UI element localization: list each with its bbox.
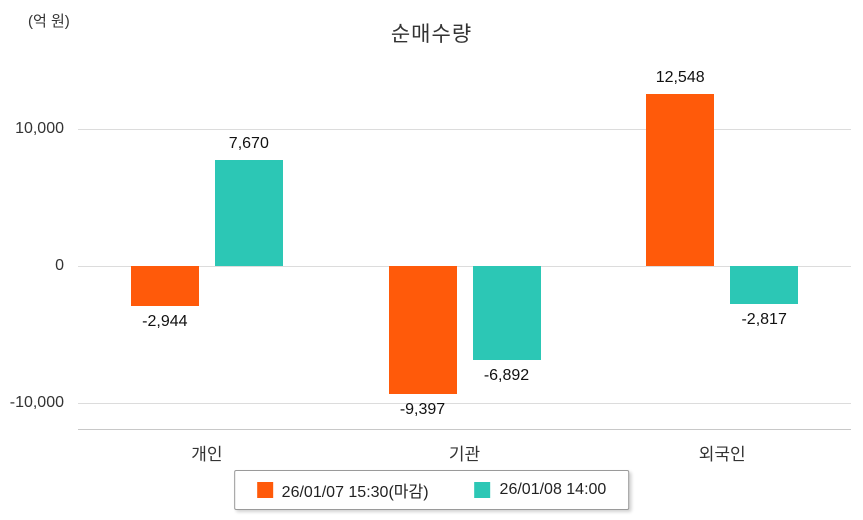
bar-외국인-series2 — [730, 265, 799, 305]
y-tick-label: 0 — [55, 256, 64, 274]
bar-개인-series1 — [130, 265, 199, 306]
legend-label-series1: 26/01/07 15:30(마감) — [281, 484, 429, 501]
value-label: -6,892 — [483, 367, 530, 384]
category-label-institution: 기관 — [448, 445, 481, 464]
value-label: -2,944 — [142, 312, 188, 330]
category-label-foreigner: 외국인 — [698, 445, 746, 464]
value-label: -2,817 — [741, 311, 787, 329]
bar-외국인-series1 — [646, 93, 715, 266]
gridline-10,000 — [78, 128, 851, 130]
y-axis-unit-label: (억 원) — [28, 13, 70, 30]
legend-swatch-series1-icon — [256, 482, 273, 498]
gridline-0 — [78, 265, 851, 267]
legend-item-series2[interactable]: 26/01/08 14:00 — [474, 481, 607, 499]
value-label: 12,548 — [655, 68, 705, 86]
bar-기관-series2 — [472, 265, 541, 360]
plot-area: 10,000 0 -10,000 -2,944 -9,397 12,548 7,670 -6,… — [10, 60, 851, 430]
bar-기관-series1 — [388, 265, 457, 395]
x-axis-line — [78, 429, 851, 430]
value-label: 7,670 — [228, 135, 269, 153]
legend-item-series1[interactable]: 26/01/07 15:30(마감) — [256, 478, 429, 502]
y-tick-label: 10,000 — [15, 119, 64, 137]
legend-swatch-series2-icon — [474, 482, 491, 498]
y-tick-label: -10,000 — [9, 393, 64, 411]
chart-title: 순매수량 — [390, 23, 473, 46]
x-axis: 개인 기관 외국인 — [78, 440, 851, 464]
legend-label-series2: 26/01/08 14:00 — [499, 481, 607, 498]
category-label-individual: 개인 — [191, 445, 223, 464]
legend: 26/01/07 15:30(마감) 26/01/08 14:00 — [233, 470, 630, 510]
bar-개인-series2 — [214, 160, 283, 266]
gridline--10,000 — [78, 402, 851, 404]
value-label: -9,397 — [399, 401, 446, 419]
